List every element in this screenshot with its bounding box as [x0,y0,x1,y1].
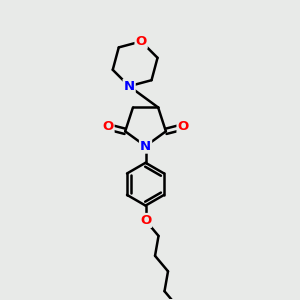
Text: O: O [102,120,114,134]
Text: O: O [136,35,147,48]
Text: N: N [140,140,151,153]
Text: N: N [124,80,135,93]
Text: O: O [178,120,189,134]
Text: O: O [140,214,151,227]
